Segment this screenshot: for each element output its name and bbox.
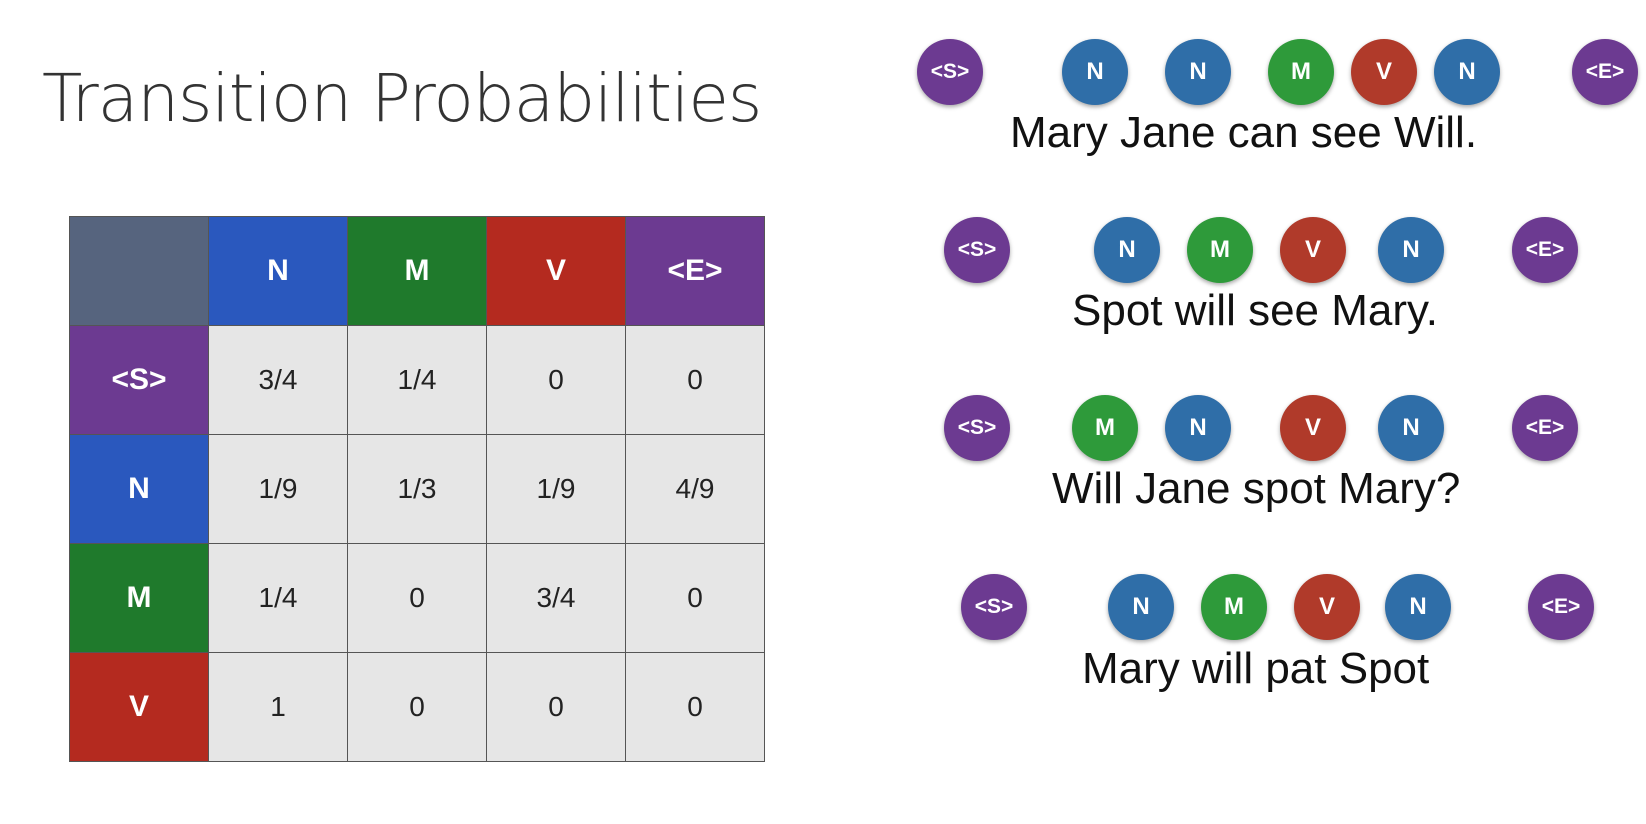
table-cell: 3/4	[486, 543, 626, 653]
tag-bubble-end: <E>	[1512, 217, 1578, 283]
table-row: N 1/9 1/3 1/9 4/9	[69, 434, 765, 544]
table-header-row: N M V <E>	[69, 216, 765, 326]
table-cell: 1/4	[208, 543, 348, 653]
tag-bubble-m: M	[1187, 217, 1253, 283]
row-header-m: M	[69, 543, 209, 653]
tag-bubble-end: <E>	[1528, 574, 1594, 640]
table-cell: 3/4	[208, 325, 348, 435]
table-cell: 0	[347, 543, 487, 653]
table-cell: 1/4	[347, 325, 487, 435]
tag-bubble-n: N	[1378, 217, 1444, 283]
example-sentence: Will Jane spot Mary?	[1052, 464, 1461, 513]
tag-bubble-n: N	[1094, 217, 1160, 283]
tag-bubble-v: V	[1351, 39, 1417, 105]
example-sentence: Mary will pat Spot	[1082, 644, 1430, 693]
table-cell: 0	[347, 652, 487, 762]
table-row: M 1/4 0 3/4 0	[69, 543, 765, 653]
transition-table: N M V <E> <S> 3/4 1/4 0 0 N 1/9 1/3 1/9 …	[69, 216, 765, 762]
tag-bubble-start: <S>	[944, 395, 1010, 461]
example-sentence: Spot will see Mary.	[1072, 286, 1438, 335]
tag-bubble-n: N	[1378, 395, 1444, 461]
tag-bubble-n: N	[1108, 574, 1174, 640]
table-cell: 4/9	[625, 434, 765, 544]
tag-bubble-end: <E>	[1512, 395, 1578, 461]
col-header-n: N	[208, 216, 348, 326]
page-title: Transition Probabilities	[42, 60, 762, 137]
table-row: <S> 3/4 1/4 0 0	[69, 325, 765, 435]
table-row: V 1 0 0 0	[69, 652, 765, 762]
tag-bubble-v: V	[1294, 574, 1360, 640]
table-cell: 0	[625, 543, 765, 653]
tag-bubble-n: N	[1165, 39, 1231, 105]
corner-cell	[69, 216, 209, 326]
table-cell: 1/9	[486, 434, 626, 544]
tag-bubble-start: <S>	[961, 574, 1027, 640]
row-header-n: N	[69, 434, 209, 544]
tag-bubble-end: <E>	[1572, 39, 1638, 105]
tag-bubble-m: M	[1072, 395, 1138, 461]
tag-bubble-start: <S>	[917, 39, 983, 105]
table-cell: 1/3	[347, 434, 487, 544]
tag-bubble-n: N	[1434, 39, 1500, 105]
col-header-end: <E>	[625, 216, 765, 326]
table-cell: 0	[486, 652, 626, 762]
tag-bubble-v: V	[1280, 395, 1346, 461]
tag-bubble-m: M	[1268, 39, 1334, 105]
table-cell: 0	[625, 325, 765, 435]
table-cell: 0	[625, 652, 765, 762]
tag-bubble-m: M	[1201, 574, 1267, 640]
table-cell: 1	[208, 652, 348, 762]
tag-bubble-v: V	[1280, 217, 1346, 283]
table-cell: 0	[486, 325, 626, 435]
tag-bubble-n: N	[1062, 39, 1128, 105]
tag-bubble-n: N	[1385, 574, 1451, 640]
col-header-m: M	[347, 216, 487, 326]
col-header-v: V	[486, 216, 626, 326]
tag-bubble-start: <S>	[944, 217, 1010, 283]
example-sentence: Mary Jane can see Will.	[1010, 108, 1478, 157]
tag-bubble-n: N	[1165, 395, 1231, 461]
table-cell: 1/9	[208, 434, 348, 544]
row-header-start: <S>	[69, 325, 209, 435]
row-header-v: V	[69, 652, 209, 762]
